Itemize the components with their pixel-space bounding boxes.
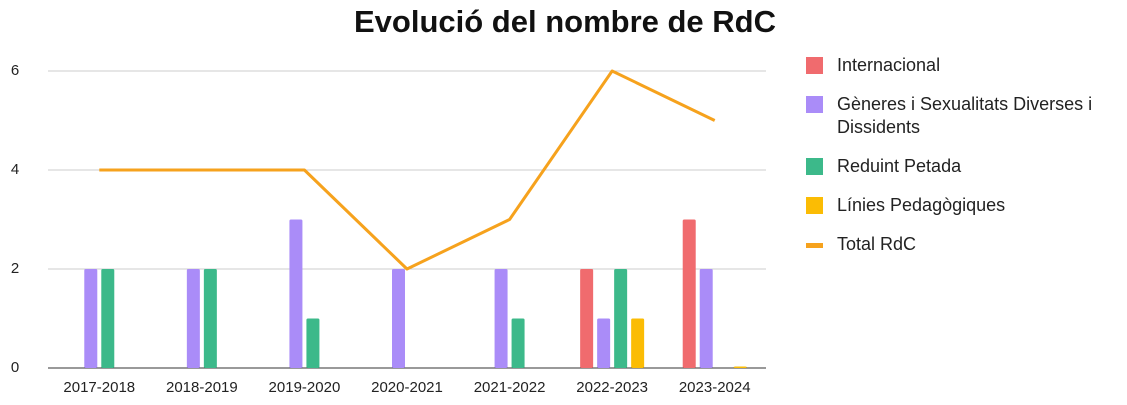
legend-swatch	[806, 243, 823, 248]
bar	[682, 219, 696, 368]
legend-label: Gèneres i Sexualitats Diverses i Disside…	[837, 94, 1093, 137]
legend-swatch	[806, 96, 823, 113]
bar	[597, 318, 611, 368]
legend-label: Internacional	[837, 55, 941, 75]
legend-item: Gèneres i Sexualitats Diverses i Disside…	[806, 93, 1121, 139]
bar	[511, 318, 525, 368]
legend-swatch	[806, 57, 823, 74]
chart-title: Evolució del nombre de RdC	[354, 4, 776, 39]
bar	[101, 269, 115, 368]
bar	[699, 269, 713, 368]
legend: Internacional Gèneres i Sexualitats Diver…	[806, 54, 1121, 272]
legend-label: Reduint Petada	[837, 156, 962, 176]
bar	[289, 219, 303, 368]
line	[99, 69, 716, 271]
bar	[614, 269, 628, 368]
bar	[733, 366, 747, 368]
x-tick-label: 2023-2024	[679, 379, 751, 396]
legend-item: Reduint Petada	[806, 155, 1121, 178]
legend-item: Total RdC	[806, 233, 1121, 256]
x-tick-label: 2018-2019	[166, 379, 238, 396]
legend-swatch	[806, 158, 823, 175]
bar	[186, 269, 200, 368]
y-tick-label: 4	[11, 161, 19, 178]
x-tick-label: 2021-2022	[474, 379, 546, 396]
bar	[494, 269, 508, 368]
bar	[306, 318, 320, 368]
x-tick-label: 2022-2023	[576, 379, 648, 396]
y-tick-label: 0	[11, 359, 19, 376]
x-tick-label: 2020-2021	[371, 379, 443, 396]
bar	[84, 269, 98, 368]
y-tick-label: 6	[11, 62, 19, 79]
bar	[392, 269, 405, 368]
legend-swatch	[806, 197, 823, 214]
legend-label: Total RdC	[837, 234, 917, 254]
x-tick-label: 2019-2020	[269, 379, 341, 396]
bar	[631, 318, 645, 368]
x-tick-label: 2017-2018	[63, 379, 135, 396]
y-tick-label: 2	[11, 260, 19, 277]
legend-item: Internacional	[806, 54, 1121, 77]
bar	[580, 269, 594, 368]
legend-item: Línies Pedagògiques	[806, 194, 1121, 217]
legend-label: Línies Pedagògiques	[837, 195, 1006, 215]
bar	[203, 269, 217, 368]
